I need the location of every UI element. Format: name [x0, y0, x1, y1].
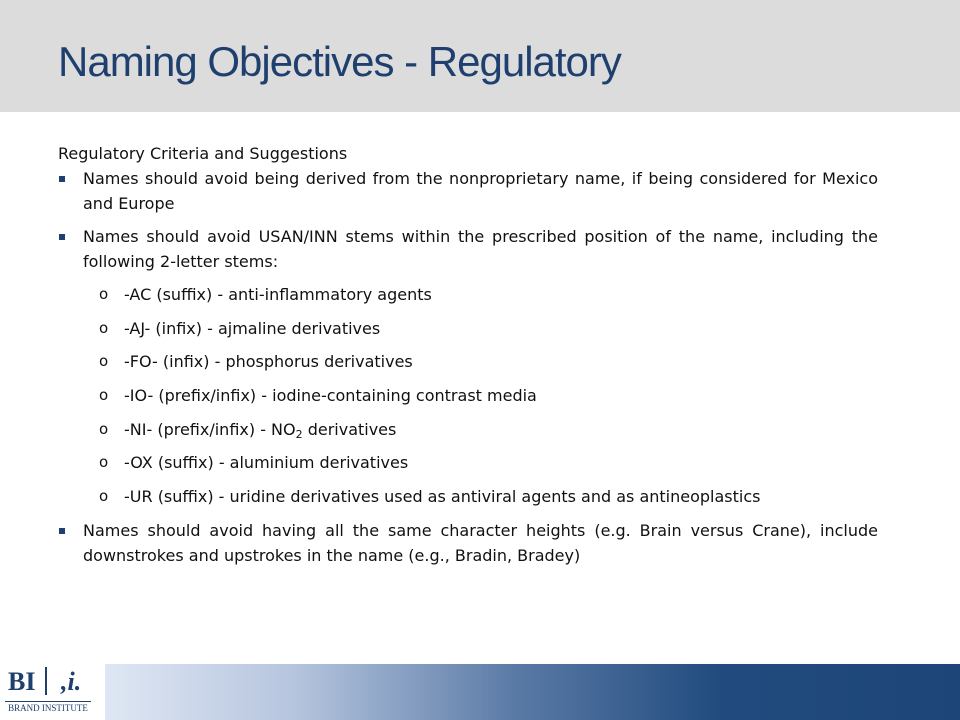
stem-item: o -AJ- (infix) - ajmaline derivatives [83, 316, 878, 341]
stem-item: o -AC (suffix) - anti-inflammatory agent… [83, 282, 878, 307]
square-bullet-icon [59, 234, 65, 240]
stem-list: o -AC (suffix) - anti-inflammatory agent… [83, 282, 878, 509]
bullet-text: Names should avoid being derived from th… [83, 169, 878, 213]
logo-divider [45, 667, 47, 695]
logo-mark: BI ,i. [5, 663, 91, 699]
title-band [0, 0, 960, 112]
stem-text: -UR (suffix) - uridine derivatives used … [124, 487, 761, 507]
stem-text: -FO- (infix) - phosphorus derivatives [124, 352, 413, 372]
circle-bullet-icon: o [99, 352, 109, 371]
brand-institute-logo: BI ,i. BRAND INSTITUTE [5, 663, 91, 713]
slide-body: Regulatory Criteria and Suggestions Name… [58, 141, 878, 576]
stem-text-main: -NI- (prefix/infix) - NO [124, 419, 296, 439]
stem-item: o -IO- (prefix/infix) - iodine-containin… [83, 383, 878, 408]
bullet-text: Names should avoid having all the same c… [83, 520, 878, 565]
square-bullet-icon [59, 176, 65, 182]
stem-text-tail: derivatives [302, 419, 397, 439]
square-bullet-icon [59, 527, 65, 534]
stem-text: -OX (suffix) - aluminium derivatives [124, 453, 409, 473]
logo-wordmark: BRAND INSTITUTE [5, 701, 91, 713]
stem-subscript: 2 [295, 427, 303, 441]
logo-symbol: ,i. [61, 667, 82, 696]
section-subheading: Regulatory Criteria and Suggestions [58, 144, 348, 163]
circle-bullet-icon: o [99, 419, 109, 438]
stem-text: -NI- (prefix/infix) - NO2 derivatives [124, 419, 397, 441]
circle-bullet-icon: o [99, 386, 109, 405]
bullet-text: Names should avoid USAN/INN stems within… [83, 227, 878, 271]
footer-gradient-bar [105, 664, 960, 720]
stem-text: -AC (suffix) - anti-inflammatory agents [124, 285, 432, 304]
stem-text: -AJ- (infix) - ajmaline derivatives [124, 318, 381, 338]
logo-letters: BI [8, 667, 36, 696]
bullet-item: Names should avoid having all the same c… [58, 518, 878, 568]
circle-bullet-icon: o [99, 487, 109, 506]
circle-bullet-icon: o [99, 285, 109, 303]
stem-text: -IO- (prefix/infix) - iodine-containing … [124, 386, 537, 406]
slide-title: Naming Objectives - Regulatory [58, 38, 622, 85]
bullet-item: Names should avoid USAN/INN stems within… [58, 224, 878, 509]
stem-item: o -NI- (prefix/infix) - NO2 derivatives [83, 417, 878, 442]
circle-bullet-icon: o [99, 453, 109, 472]
circle-bullet-icon: o [99, 318, 109, 337]
bullet-item: Names should avoid being derived from th… [58, 166, 878, 216]
bullet-list: Names should avoid being derived from th… [58, 166, 878, 568]
stem-item: o -OX (suffix) - aluminium derivatives [83, 450, 878, 475]
stem-item: o -UR (suffix) - uridine derivatives use… [83, 484, 878, 509]
stem-item: o -FO- (infix) - phosphorus derivatives [83, 349, 878, 374]
